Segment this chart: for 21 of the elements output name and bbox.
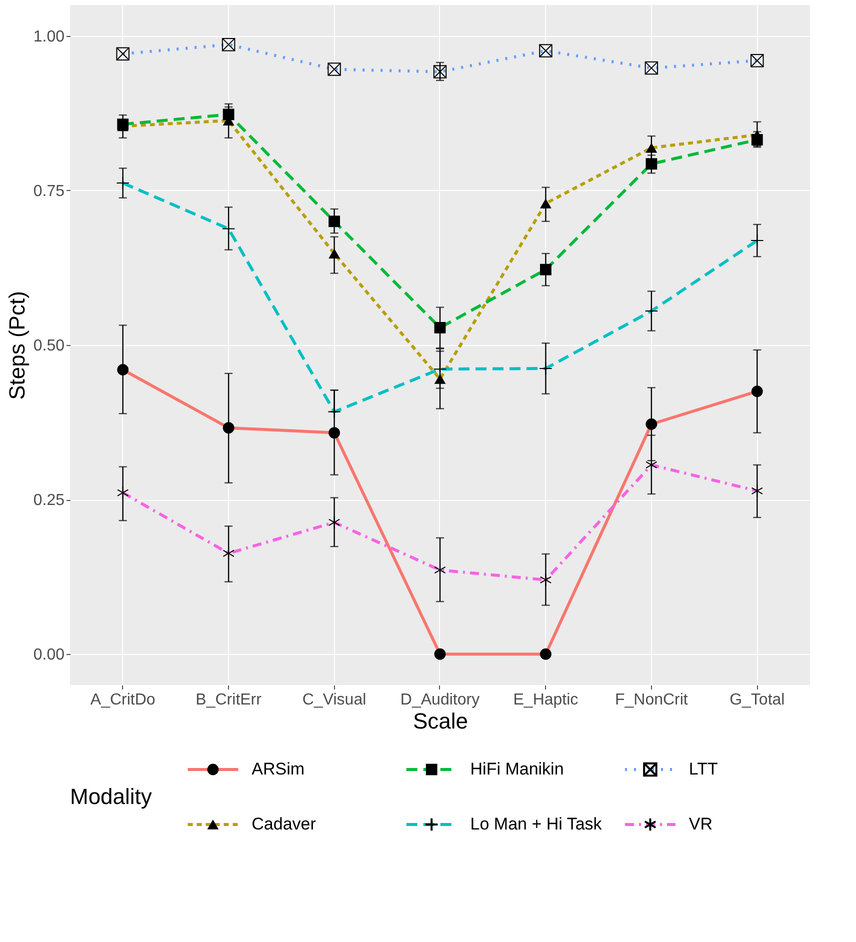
y-tick-label: 0.50 xyxy=(33,338,65,354)
y-tick-label: 1.00 xyxy=(33,28,65,46)
x-tick-label: G_Total xyxy=(730,692,785,708)
x-tick-label: E_Haptic xyxy=(513,692,578,708)
legend-label: ARSim xyxy=(252,760,305,778)
legend-label: Cadaver xyxy=(252,814,316,834)
x-tick-label: B_CritErr xyxy=(196,692,262,708)
legend-label: VR xyxy=(688,814,713,834)
legend-title: Modality xyxy=(70,784,152,809)
legend-label: LTT xyxy=(688,760,718,778)
x-tick-label: D_Auditory xyxy=(400,692,480,708)
x-tick-label: C_Visual xyxy=(302,692,366,708)
legend-label: HiFi Manikin xyxy=(470,760,564,778)
y-tick-label: 0.25 xyxy=(33,492,65,510)
x-tick-label: F_NonCrit xyxy=(614,692,688,708)
x-tick-label: A_CritDo xyxy=(90,692,156,708)
y-tick-label: 0.75 xyxy=(33,182,65,200)
y-tick-label: 0.00 xyxy=(33,646,65,664)
x-axis-title: Scale xyxy=(412,708,468,734)
legend-label: Lo Man + Hi Task xyxy=(470,814,602,834)
y-axis-title: Steps (Pct) xyxy=(4,291,30,400)
